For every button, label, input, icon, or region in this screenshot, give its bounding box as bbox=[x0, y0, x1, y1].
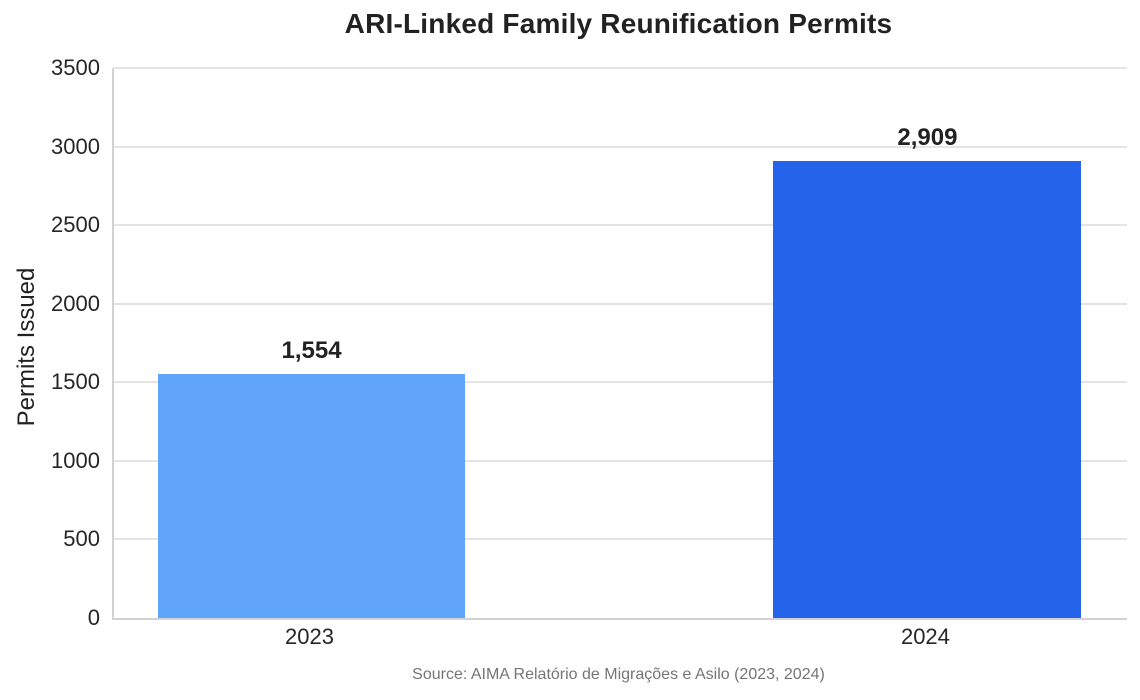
source-note: Source: AIMA Relatório de Migrações e As… bbox=[412, 666, 825, 683]
gridline bbox=[114, 538, 1127, 541]
y-tick-label: 500 bbox=[63, 526, 100, 552]
x-tick-label: 2024 bbox=[900, 624, 950, 649]
gridline bbox=[114, 302, 1127, 305]
bar-2023 bbox=[157, 373, 466, 618]
gridline bbox=[114, 67, 1127, 69]
gridline bbox=[114, 459, 1127, 462]
x-tick-label: 2023 bbox=[285, 624, 335, 649]
bar-2024 bbox=[773, 160, 1082, 618]
bar-value-label: 2,909 bbox=[897, 123, 958, 151]
y-tick-label: 1500 bbox=[51, 369, 100, 395]
y-tick-label: 3500 bbox=[51, 55, 100, 80]
bar-value-label: 1,554 bbox=[281, 336, 342, 364]
chart-title: ARI-Linked Family Reunification Permits bbox=[344, 8, 893, 39]
y-tick-label: 0 bbox=[87, 605, 100, 630]
y-tick-label: 2500 bbox=[51, 212, 100, 238]
gridline bbox=[114, 224, 1127, 227]
plot-area: 1,554 2,909 bbox=[112, 67, 1127, 620]
gridline bbox=[114, 381, 1127, 384]
y-tick-label: 2000 bbox=[51, 290, 100, 316]
gridline bbox=[114, 145, 1127, 148]
y-tick-label: 1000 bbox=[51, 447, 100, 473]
y-tick-label: 3000 bbox=[51, 133, 100, 159]
